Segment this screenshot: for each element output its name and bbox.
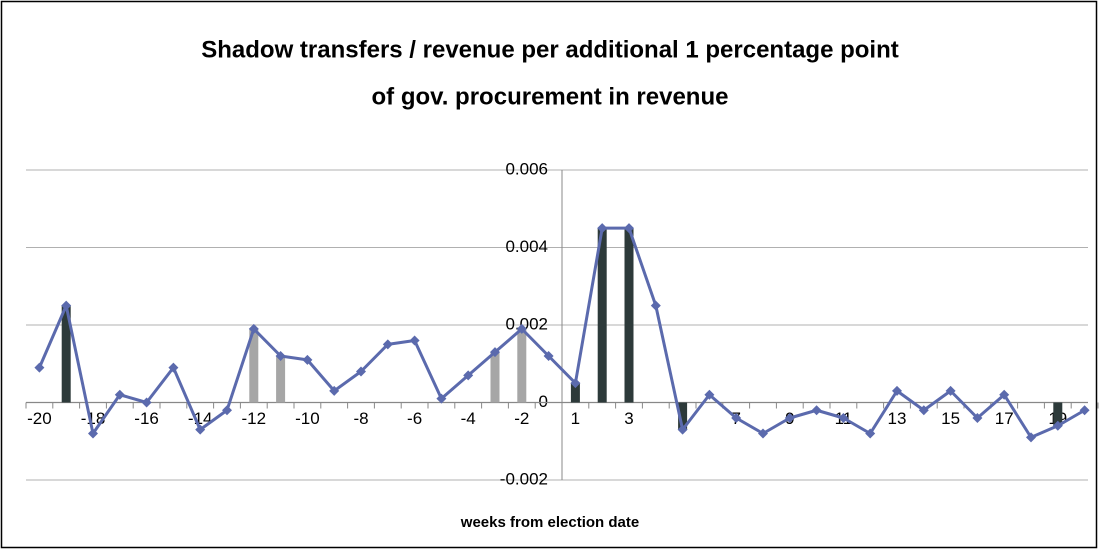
marker bbox=[543, 351, 554, 361]
marker bbox=[999, 389, 1010, 400]
x-tick-label: -12 bbox=[242, 409, 267, 428]
marker bbox=[838, 413, 849, 423]
marker bbox=[972, 413, 983, 423]
bar bbox=[570, 383, 580, 403]
marker bbox=[650, 300, 661, 311]
x-tick-label: 3 bbox=[624, 409, 633, 428]
y-tick-label: 0.004 bbox=[505, 237, 548, 256]
marker bbox=[1052, 420, 1063, 431]
marker bbox=[704, 389, 715, 400]
marker bbox=[892, 385, 902, 396]
marker bbox=[731, 413, 742, 423]
bar bbox=[61, 305, 71, 403]
marker bbox=[436, 393, 447, 404]
marker bbox=[1026, 432, 1036, 443]
x-tick-label: 17 bbox=[995, 409, 1014, 428]
bar bbox=[624, 228, 634, 403]
marker bbox=[248, 323, 259, 334]
marker bbox=[918, 405, 929, 416]
marker bbox=[275, 351, 286, 361]
x-tick-label: -2 bbox=[514, 409, 529, 428]
marker bbox=[516, 323, 527, 334]
marker bbox=[34, 362, 45, 373]
chart-title: of gov. procurement in revenue bbox=[372, 83, 729, 110]
x-tick-label: -8 bbox=[353, 409, 368, 428]
marker bbox=[141, 397, 152, 408]
marker bbox=[329, 385, 340, 396]
marker bbox=[61, 300, 72, 311]
y-tick-label: 0.002 bbox=[505, 314, 548, 333]
marker bbox=[463, 370, 474, 381]
line bbox=[38, 226, 1086, 439]
bar bbox=[249, 328, 259, 403]
marker bbox=[114, 389, 125, 400]
x-tick-label: -4 bbox=[461, 409, 476, 428]
marker bbox=[758, 428, 768, 439]
bar bbox=[490, 352, 500, 403]
bar bbox=[597, 228, 607, 403]
marker bbox=[784, 413, 795, 423]
bar bbox=[678, 402, 688, 430]
marker bbox=[356, 366, 366, 377]
bar bbox=[1053, 402, 1063, 426]
marker bbox=[945, 385, 956, 396]
y-tick-label: -0.002 bbox=[500, 469, 548, 488]
marker bbox=[811, 405, 822, 416]
marker bbox=[624, 223, 634, 234]
marker bbox=[222, 405, 232, 416]
y-tick-label: 0 bbox=[539, 392, 548, 411]
x-tick-label: -6 bbox=[407, 409, 422, 428]
marker bbox=[168, 362, 179, 373]
x-tick-label: 13 bbox=[888, 409, 907, 428]
bar bbox=[517, 328, 527, 403]
marker bbox=[570, 378, 581, 389]
x-tick-label: -10 bbox=[295, 409, 320, 428]
x-axis-title: weeks from election date bbox=[460, 514, 639, 531]
marker bbox=[409, 335, 420, 346]
marker bbox=[195, 424, 206, 435]
marker bbox=[865, 428, 876, 439]
marker bbox=[302, 354, 313, 365]
x-tick-label: 1 bbox=[571, 409, 580, 428]
marker bbox=[490, 347, 500, 358]
x-tick-label: -16 bbox=[134, 409, 159, 428]
marker bbox=[382, 339, 393, 350]
marker bbox=[1079, 405, 1090, 416]
marker bbox=[88, 428, 98, 439]
x-tick-label: 15 bbox=[941, 409, 960, 428]
x-tick-label: -20 bbox=[27, 409, 52, 428]
chart-title: Shadow transfers / revenue per additiona… bbox=[201, 36, 899, 63]
y-tick-label: 0.006 bbox=[505, 159, 548, 178]
marker bbox=[597, 223, 608, 234]
marker bbox=[677, 424, 688, 435]
bar bbox=[276, 356, 286, 403]
